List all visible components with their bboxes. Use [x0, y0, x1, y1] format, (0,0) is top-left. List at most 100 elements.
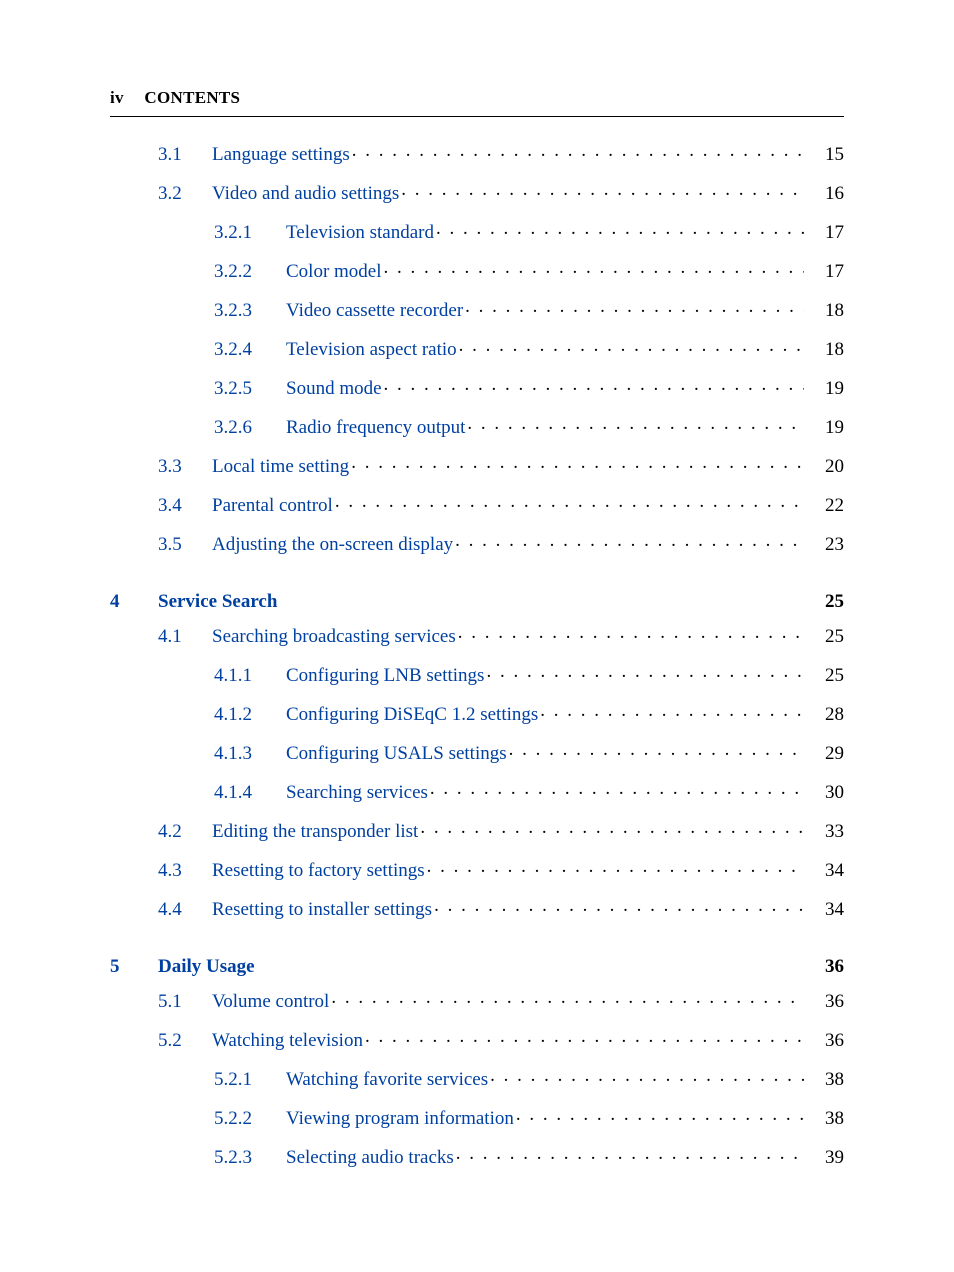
toc-page-number[interactable]: 25	[808, 592, 844, 611]
toc-chapter-number[interactable]: 4	[110, 592, 158, 611]
toc-leader	[540, 701, 804, 720]
toc-section-number[interactable]: 4.4	[158, 900, 212, 919]
toc-subsection-number[interactable]: 4.1.1	[214, 666, 286, 685]
toc-subsection-title[interactable]: Sound mode	[286, 379, 382, 398]
toc-subsection-number[interactable]: 5.2.1	[214, 1070, 286, 1089]
toc-subsection-title[interactable]: Viewing program information	[286, 1109, 514, 1128]
toc-chapter-title[interactable]: Service Search	[158, 592, 277, 611]
toc-row: 4.4Resetting to installer settings 34	[110, 896, 844, 919]
toc-subsection-title[interactable]: Watching favorite services	[286, 1070, 488, 1089]
toc-subsection-number[interactable]: 3.2.2	[214, 262, 286, 281]
toc-row: 5.2.1Watching favorite services 38	[110, 1066, 844, 1089]
toc-subsection-title[interactable]: Selecting audio tracks	[286, 1148, 454, 1167]
toc-subsection-number[interactable]: 5.2.2	[214, 1109, 286, 1128]
toc-section-title[interactable]: Language settings	[212, 145, 350, 164]
toc-row: 3.5Adjusting the on-screen display 23	[110, 531, 844, 554]
toc-page-number[interactable]: 15	[808, 145, 844, 164]
toc-section-number[interactable]: 5.1	[158, 992, 212, 1011]
toc-subsection-title[interactable]: Configuring USALS settings	[286, 744, 507, 763]
toc-leader	[459, 336, 804, 355]
toc-subsection-number[interactable]: 4.1.2	[214, 705, 286, 724]
toc-page-number[interactable]: 36	[808, 992, 844, 1011]
toc-page-number[interactable]: 18	[808, 340, 844, 359]
toc-subsection-number[interactable]: 3.2.6	[214, 418, 286, 437]
toc-page-number[interactable]: 22	[808, 496, 844, 515]
toc-section-number[interactable]: 3.1	[158, 145, 212, 164]
toc-page-number[interactable]: 38	[808, 1070, 844, 1089]
toc-section-title[interactable]: Video and audio settings	[212, 184, 399, 203]
toc-section-title[interactable]: Resetting to installer settings	[212, 900, 432, 919]
toc-subsection-number[interactable]: 3.2.1	[214, 223, 286, 242]
toc-section-number[interactable]: 3.4	[158, 496, 212, 515]
toc-row: 4.1.3Configuring USALS settings 29	[110, 740, 844, 763]
toc-leader	[490, 1066, 804, 1085]
toc-row: 4.1Searching broadcasting services 25	[110, 623, 844, 646]
toc-page-number[interactable]: 18	[808, 301, 844, 320]
toc-subsection-title[interactable]: Searching services	[286, 783, 428, 802]
toc-section-title[interactable]: Parental control	[212, 496, 333, 515]
toc-subsection-number[interactable]: 3.2.3	[214, 301, 286, 320]
toc-section-title[interactable]: Volume control	[212, 992, 329, 1011]
toc-leader	[434, 896, 804, 915]
toc-subsection-number[interactable]: 4.1.4	[214, 783, 286, 802]
toc-page-number[interactable]: 36	[808, 957, 844, 976]
toc-page-number[interactable]: 28	[808, 705, 844, 724]
toc-leader	[335, 492, 804, 511]
toc-row: 4.3Resetting to factory settings 34	[110, 857, 844, 880]
toc-section-title[interactable]: Editing the transponder list	[212, 822, 418, 841]
toc-row: 5.1Volume control 36	[110, 988, 844, 1011]
table-of-contents: 3.1Language settings 15 3.2Video and audio…	[110, 141, 844, 1167]
toc-section-number[interactable]: 5.2	[158, 1031, 212, 1050]
toc-section-title[interactable]: Local time setting	[212, 457, 349, 476]
toc-subsection-title[interactable]: Television aspect ratio	[286, 340, 457, 359]
toc-leader	[427, 857, 804, 876]
toc-leader	[516, 1105, 804, 1124]
toc-page-number[interactable]: 23	[808, 535, 844, 554]
toc-leader	[430, 779, 804, 798]
toc-section-number[interactable]: 3.3	[158, 457, 212, 476]
toc-subsection-title[interactable]: Video cassette recorder	[286, 301, 463, 320]
toc-page-number[interactable]: 29	[808, 744, 844, 763]
toc-row: 5.2.3Selecting audio tracks 39	[110, 1144, 844, 1167]
toc-leader	[384, 375, 804, 394]
toc-page-number[interactable]: 39	[808, 1148, 844, 1167]
toc-page-number[interactable]: 34	[808, 900, 844, 919]
toc-section-title[interactable]: Watching television	[212, 1031, 363, 1050]
toc-page-number[interactable]: 30	[808, 783, 844, 802]
toc-section-number[interactable]: 4.3	[158, 861, 212, 880]
toc-page-number[interactable]: 33	[808, 822, 844, 841]
toc-page-number[interactable]: 38	[808, 1109, 844, 1128]
toc-section-number[interactable]: 4.1	[158, 627, 212, 646]
toc-leader	[420, 818, 804, 837]
toc-page-number[interactable]: 19	[808, 379, 844, 398]
toc-subsection-number[interactable]: 4.1.3	[214, 744, 286, 763]
toc-page-number[interactable]: 17	[808, 262, 844, 281]
toc-subsection-title[interactable]: Configuring DiSEqC 1.2 settings	[286, 705, 538, 724]
toc-subsection-number[interactable]: 5.2.3	[214, 1148, 286, 1167]
toc-page-number[interactable]: 19	[808, 418, 844, 437]
toc-subsection-number[interactable]: 3.2.4	[214, 340, 286, 359]
toc-leader	[486, 662, 804, 681]
toc-section-title[interactable]: Resetting to factory settings	[212, 861, 425, 880]
toc-page-number[interactable]: 25	[808, 666, 844, 685]
toc-row: 3.2.4Television aspect ratio 18	[110, 336, 844, 359]
toc-section-title[interactable]: Adjusting the on-screen display	[212, 535, 453, 554]
toc-leader	[365, 1027, 804, 1046]
toc-page-number[interactable]: 17	[808, 223, 844, 242]
toc-page-number[interactable]: 34	[808, 861, 844, 880]
toc-page-number[interactable]: 16	[808, 184, 844, 203]
toc-chapter-title[interactable]: Daily Usage	[158, 957, 255, 976]
toc-section-number[interactable]: 3.2	[158, 184, 212, 203]
toc-subsection-title[interactable]: Radio frequency output	[286, 418, 465, 437]
toc-subsection-title[interactable]: Configuring LNB settings	[286, 666, 484, 685]
toc-page-number[interactable]: 36	[808, 1031, 844, 1050]
toc-chapter-number[interactable]: 5	[110, 957, 158, 976]
toc-section-number[interactable]: 4.2	[158, 822, 212, 841]
toc-subsection-number[interactable]: 3.2.5	[214, 379, 286, 398]
toc-subsection-title[interactable]: Color model	[286, 262, 382, 281]
toc-subsection-title[interactable]: Television standard	[286, 223, 434, 242]
toc-section-title[interactable]: Searching broadcasting services	[212, 627, 456, 646]
toc-page-number[interactable]: 25	[808, 627, 844, 646]
toc-page-number[interactable]: 20	[808, 457, 844, 476]
toc-section-number[interactable]: 3.5	[158, 535, 212, 554]
